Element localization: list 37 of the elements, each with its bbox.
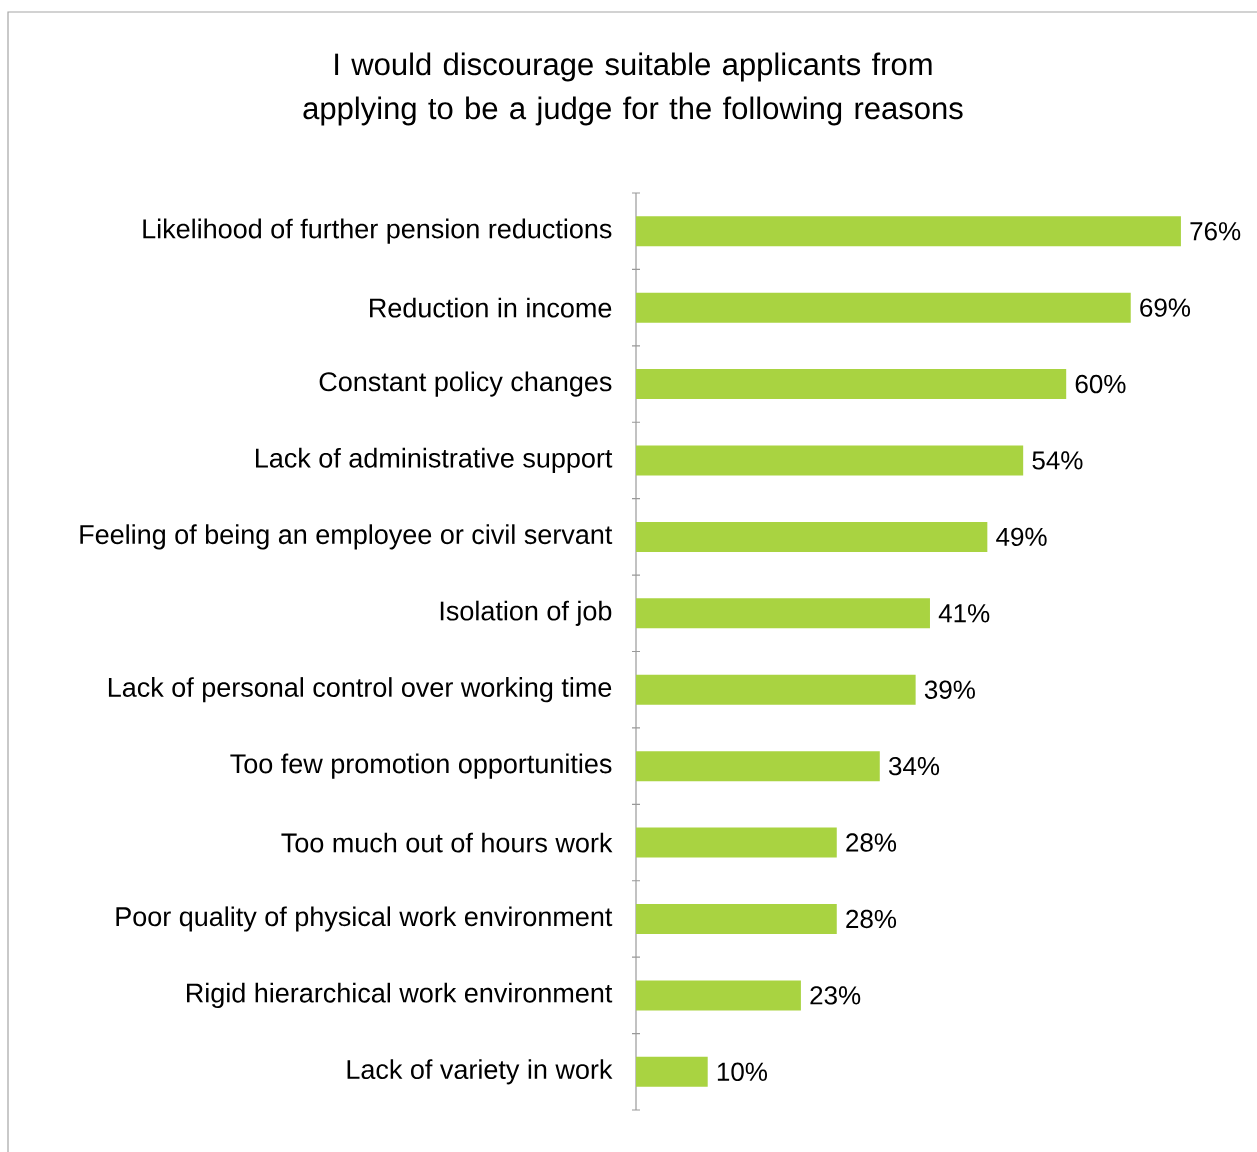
y-tick-label: Too much out of hours work bbox=[281, 832, 613, 853]
bar bbox=[636, 1056, 708, 1087]
bar bbox=[636, 521, 988, 552]
bar bbox=[636, 903, 837, 934]
data-label: 60% bbox=[1075, 374, 1126, 394]
data-label: 23% bbox=[810, 986, 861, 1005]
bar bbox=[636, 292, 1131, 323]
bar bbox=[636, 369, 1067, 400]
data-label: 28% bbox=[846, 909, 897, 929]
bar bbox=[636, 827, 837, 858]
y-tick-label: Rigid hierarchical work environment bbox=[187, 982, 613, 1008]
data-label: 41% bbox=[938, 604, 990, 623]
y-tick-label: Feeling of being an employee or civil servant bbox=[80, 524, 613, 550]
data-label: 76% bbox=[1190, 222, 1241, 241]
data-label: 34% bbox=[888, 756, 940, 776]
bar bbox=[636, 216, 1181, 247]
y-tick-label: Isolation of job bbox=[440, 600, 612, 626]
bar bbox=[636, 598, 930, 629]
y-tick-label: Poor quality of physical work environment bbox=[116, 906, 613, 932]
bar bbox=[636, 674, 916, 705]
y-tick-label: Likelihood of further pension reductions bbox=[143, 218, 612, 244]
chart-title: I would discourage suitable applicants from applying to be a judge for the following reasons bbox=[303, 52, 963, 126]
y-tick-label: Reduction in income bbox=[370, 297, 612, 318]
y-tick-label: Lack of administrative support bbox=[256, 447, 613, 474]
data-label: 54% bbox=[1032, 451, 1083, 470]
y-tick-label: Too few promotion opportunities bbox=[230, 753, 612, 779]
bar bbox=[636, 980, 801, 1011]
data-label: 28% bbox=[846, 833, 897, 852]
data-label: 39% bbox=[924, 680, 975, 699]
data-label: 49% bbox=[996, 527, 1047, 547]
data-label: 10% bbox=[717, 1062, 768, 1081]
y-tick-label: Constant policy changes bbox=[319, 371, 612, 397]
bar bbox=[636, 445, 1024, 476]
y-tick-label: Lack of personal control over working time bbox=[108, 677, 612, 703]
bar bbox=[636, 751, 880, 782]
data-label: 69% bbox=[1140, 298, 1191, 317]
y-tick-label: Lack of variety in work bbox=[347, 1059, 613, 1085]
